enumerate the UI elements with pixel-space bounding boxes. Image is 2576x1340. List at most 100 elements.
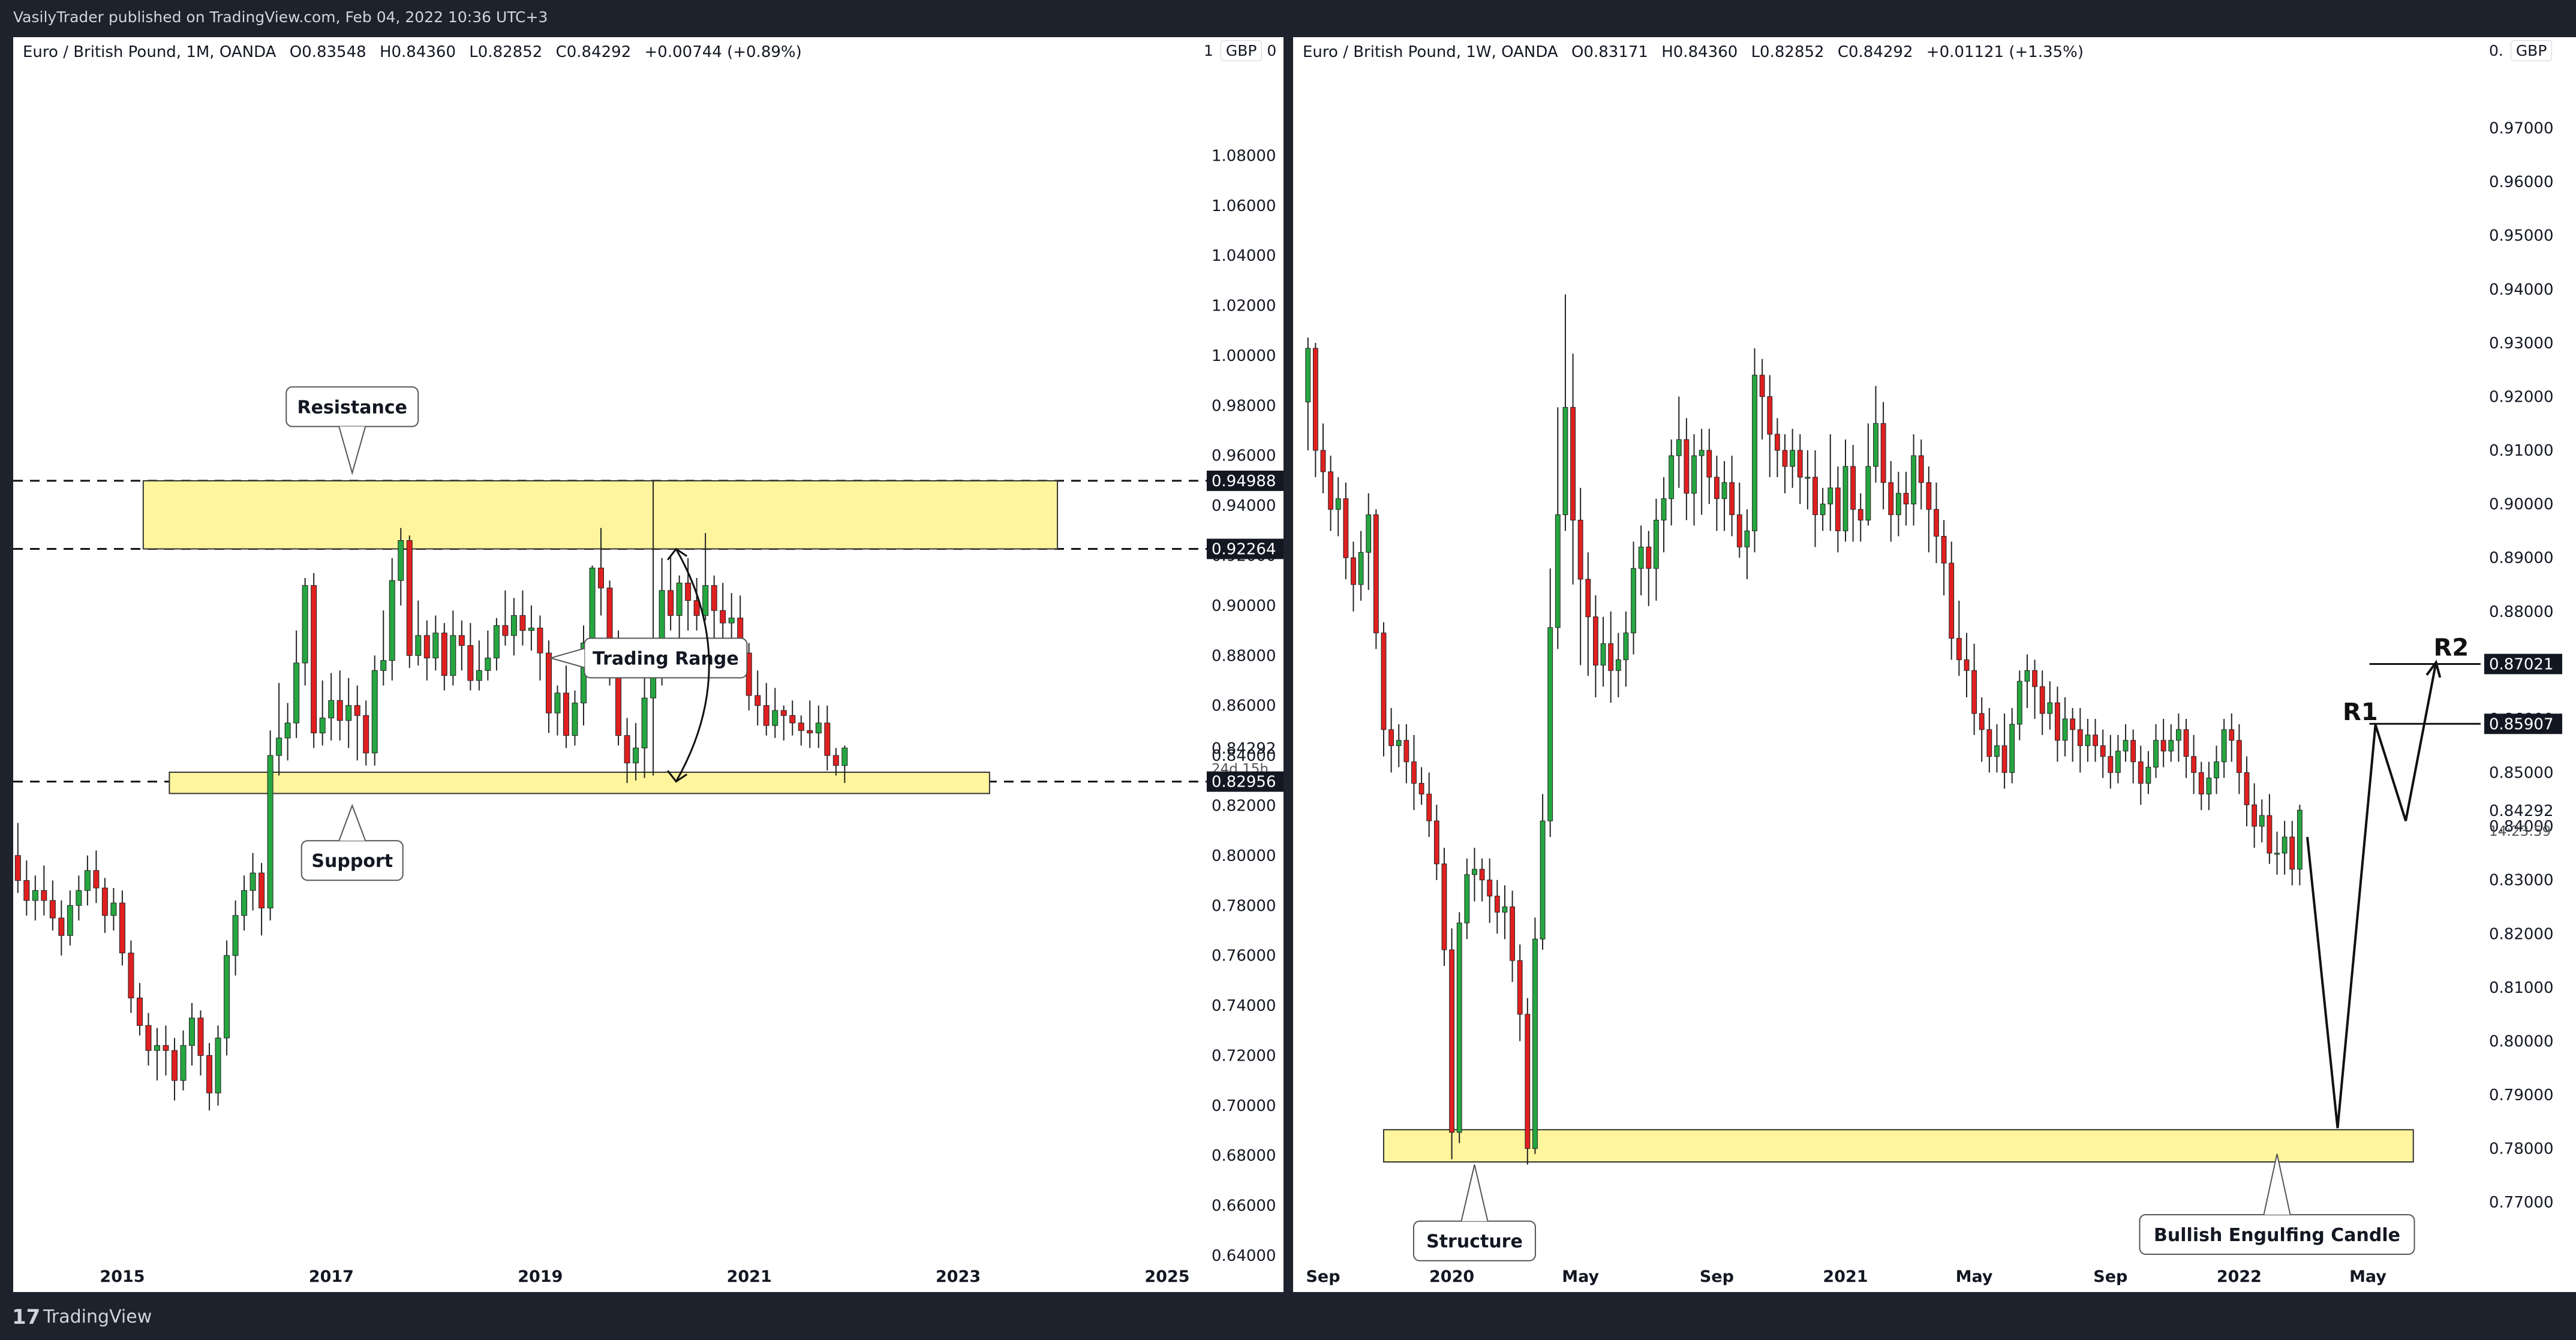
candle-down (145, 1025, 152, 1051)
candle-down (41, 890, 47, 901)
candle-up (1502, 907, 1508, 913)
y-tick-label: 0.78000 (1212, 897, 1276, 915)
callout-label: Support (311, 851, 393, 872)
left-change: +0.00744 (+0.89%) (644, 43, 802, 61)
price-label-bg (2484, 654, 2562, 674)
candle-down (1403, 740, 1409, 763)
y-tick-label: 0.93000 (2489, 335, 2554, 353)
candle-down (2032, 670, 2037, 687)
candle-down (711, 585, 717, 611)
candle-up (232, 915, 239, 956)
candle-down (807, 730, 813, 734)
price-label: 0.94988 (1212, 472, 1276, 490)
callout-label: Structure (1426, 1231, 1523, 1252)
right-chart-panel[interactable]: Euro / British Pound, 1W, OANDA O0.83171… (1293, 37, 2576, 1292)
price-label-bg (2484, 713, 2562, 734)
candle-up (2024, 670, 2030, 682)
candle-up (1744, 530, 1750, 547)
right-instrument: Euro / British Pound, 1W, OANDA (1303, 43, 1558, 61)
y-tick-label: 0.78000 (2489, 1140, 2554, 1158)
candle-up (1805, 477, 1811, 479)
candle-up (2085, 734, 2091, 746)
y-tick-label: 0.97000 (2489, 120, 2554, 138)
candle-down (1835, 487, 1841, 531)
tradingview-brand[interactable]: TradingView (43, 1306, 152, 1327)
y-tick-label: 0.80000 (2489, 1032, 2554, 1050)
y-tick-label: 0.80000 (1212, 847, 1276, 865)
left-open: O0.83548 (289, 43, 366, 61)
candle-up (772, 710, 778, 726)
y-tick-label: 0.77000 (2489, 1194, 2554, 1212)
candle-up (293, 663, 300, 724)
right-currency-button[interactable]: GBP (2510, 40, 2553, 61)
x-tick-label: 2019 (518, 1267, 563, 1286)
candle-down (2070, 718, 2076, 730)
x-tick-label: Sep (2093, 1267, 2127, 1286)
tradingview-logo[interactable]: 17 (12, 1305, 41, 1329)
trading-range-arc (675, 548, 710, 782)
candle-up (1358, 552, 1364, 585)
candle-down (624, 735, 630, 764)
candle-down (755, 695, 761, 706)
left-chart-panel[interactable]: Euro / British Pound, 1M, OANDA O0.83548… (13, 37, 1284, 1292)
candle-down (1706, 450, 1712, 478)
candle-up (1699, 450, 1705, 456)
candle-down (2138, 761, 2144, 784)
candle-down (1577, 520, 1583, 580)
candle-up (2153, 740, 2159, 768)
callout-tail (548, 648, 585, 669)
projection-label: R2 (2434, 634, 2469, 661)
candle-down (1850, 466, 1856, 510)
candle-down (1934, 509, 1939, 537)
price-countdown: 14:23:59 (2489, 824, 2551, 839)
y-tick-label: 0.72000 (1212, 1047, 1276, 1065)
right-close: C0.84292 (1837, 43, 1913, 61)
candle-down (2100, 745, 2106, 757)
price-label: 0.87021 (2489, 656, 2554, 674)
candle-up (328, 700, 335, 719)
candle-down (1956, 638, 1962, 660)
candle-up (2214, 761, 2219, 779)
candle-down (1433, 820, 1439, 865)
candle-down (2001, 745, 2007, 773)
left-chart-header: Euro / British Pound, 1M, OANDA O0.83548… (23, 43, 810, 61)
candle-up (1305, 348, 1311, 402)
left-currency-button[interactable]: GBP (1220, 40, 1263, 61)
candle-down (1320, 450, 1326, 472)
candle-up (345, 705, 352, 721)
candle-up (1911, 455, 1917, 505)
projection-path (2306, 662, 2437, 1128)
candle-down (1312, 348, 1318, 451)
callout-tail (2263, 1154, 2291, 1215)
candle-down (336, 700, 343, 721)
x-tick-label: May (1562, 1267, 1599, 1286)
y-tick-label: 1.04000 (1212, 247, 1276, 265)
candle-down (1585, 579, 1591, 618)
candle-down (763, 705, 770, 726)
candle-up (1547, 627, 1553, 821)
candle-up (589, 567, 596, 643)
x-tick-label: 2020 (1429, 1267, 1474, 1286)
price-label: 0.84292 (2489, 802, 2554, 820)
candle-down (1918, 455, 1924, 483)
candle-down (1903, 493, 1909, 505)
candle-up (432, 633, 439, 658)
candle-up (415, 635, 422, 656)
candle-down (406, 540, 413, 656)
publisher-bar: VasilyTrader published on TradingView.co… (0, 0, 2576, 37)
y-tick-label: 0.84000 (2489, 818, 2554, 836)
candle-down (1986, 729, 1992, 757)
candle-down (1351, 557, 1356, 585)
candle-up (67, 905, 73, 936)
candle-up (1631, 568, 1636, 634)
arc-arrowhead (667, 770, 688, 783)
zone-rect (142, 480, 1059, 550)
candle-up (1600, 643, 1606, 666)
candle-up (2047, 702, 2053, 714)
left-high: H0.84360 (379, 43, 456, 61)
candle-down (1373, 514, 1379, 634)
candle-down (1684, 439, 1690, 494)
candle-up (1472, 869, 1477, 875)
candle-down (1797, 450, 1803, 478)
candle-up (450, 635, 456, 676)
